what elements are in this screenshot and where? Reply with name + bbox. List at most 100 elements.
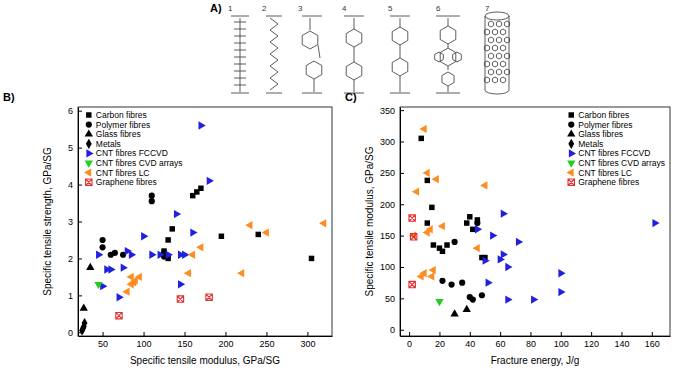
point <box>470 297 476 303</box>
ring <box>306 61 322 79</box>
point <box>409 231 416 239</box>
series <box>435 299 443 306</box>
point <box>505 295 512 303</box>
tick: 200 <box>380 200 404 210</box>
series <box>418 136 487 261</box>
legend-item: CNT fibres LC <box>566 168 632 178</box>
point <box>439 278 445 284</box>
tube-wall <box>509 16 510 90</box>
legend-item: Glass fibres <box>85 129 141 139</box>
panel-label: C) <box>345 91 357 103</box>
tick-mark <box>400 267 404 268</box>
legend-marker <box>567 161 575 168</box>
bracket <box>266 93 282 94</box>
tick-label: 80 <box>526 339 536 349</box>
tick-mark <box>409 332 410 336</box>
point <box>501 250 508 258</box>
point <box>262 228 269 236</box>
legend-marker <box>569 112 574 117</box>
tick-mark <box>400 204 404 205</box>
point <box>410 234 416 240</box>
point <box>429 266 436 274</box>
point <box>149 193 155 199</box>
point <box>96 251 103 259</box>
ring <box>346 29 362 47</box>
series <box>116 294 213 319</box>
tick-mark <box>78 148 82 149</box>
axis-line <box>401 336 671 337</box>
legend-marker <box>568 139 574 149</box>
point <box>141 232 148 240</box>
tube-end <box>485 12 509 20</box>
tick-mark <box>307 332 308 336</box>
tick-mark <box>500 332 501 336</box>
point <box>412 188 419 196</box>
ring <box>496 53 501 59</box>
bond <box>234 43 246 44</box>
legend-item: CNT fibres CVD arrays <box>85 158 183 168</box>
tick-mark <box>470 332 471 336</box>
series <box>96 121 214 301</box>
point <box>166 251 173 259</box>
tick: 200 <box>218 332 233 349</box>
point <box>463 305 471 312</box>
tick-label: 250 <box>259 339 274 349</box>
bond <box>234 85 246 86</box>
point <box>256 232 261 237</box>
point <box>486 279 493 287</box>
bond <box>318 45 320 58</box>
ring <box>488 21 493 27</box>
tick-mark <box>400 236 404 237</box>
tick-mark <box>400 110 404 111</box>
legend-marker <box>569 149 576 157</box>
tick-label: 150 <box>178 339 193 349</box>
series <box>122 219 326 296</box>
tick-label: 300 <box>380 137 395 147</box>
panel-label: B) <box>3 91 15 103</box>
tick: 100 <box>554 332 569 349</box>
ring <box>488 69 493 75</box>
ring <box>504 69 509 75</box>
bracket <box>266 16 282 17</box>
tick-label: 3 <box>68 217 73 227</box>
tick-mark <box>78 295 82 296</box>
ring <box>302 31 318 49</box>
point <box>475 225 482 233</box>
ring <box>488 53 493 59</box>
bond <box>310 18 311 30</box>
tick: 3 <box>68 217 82 227</box>
point <box>426 225 433 233</box>
ring <box>492 77 497 83</box>
point <box>425 178 430 183</box>
point <box>431 242 436 247</box>
legend-label: Metals <box>578 139 603 149</box>
ring <box>488 37 493 43</box>
tick-mark <box>439 332 440 336</box>
point <box>480 181 487 189</box>
tick: 60 <box>496 332 506 349</box>
ring <box>492 45 497 51</box>
point <box>86 263 94 270</box>
legend-label: Carbon fibres <box>96 110 147 120</box>
point <box>112 250 118 256</box>
tick-label: 140 <box>614 339 629 349</box>
tick-mark <box>400 142 404 143</box>
tick: 150 <box>380 231 404 241</box>
point <box>467 214 472 219</box>
tick-label: 120 <box>584 339 599 349</box>
tick-label: 100 <box>137 339 152 349</box>
bond <box>234 71 246 72</box>
structure-number: 4 <box>342 4 347 13</box>
tick-label: 6 <box>68 106 73 116</box>
ring <box>504 53 509 59</box>
point <box>422 169 429 177</box>
tick-mark <box>621 332 622 336</box>
bond <box>234 64 246 65</box>
series <box>409 125 488 281</box>
points <box>409 125 660 317</box>
point <box>474 220 480 226</box>
tick: 0 <box>390 325 404 335</box>
tick: 250 <box>380 168 404 178</box>
ring <box>484 29 489 35</box>
legend-label: Graphene fibres <box>578 177 639 187</box>
